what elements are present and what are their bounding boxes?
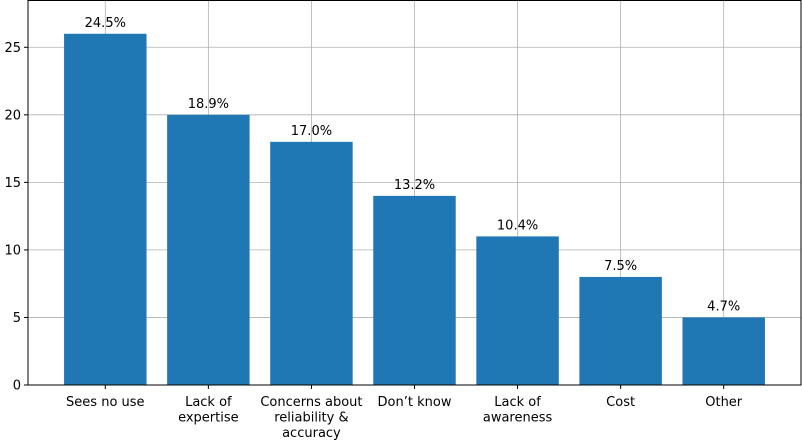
bar [270,141,353,385]
x-tick-label-line: reliability & [274,411,348,426]
x-tick-label-line: Concerns about [260,395,362,410]
x-tick-label-line: Sees no use [66,395,145,410]
y-tick-label: 25 [4,41,21,56]
x-tick-label-line: expertise [178,411,239,426]
x-tick-label-line: Lack of [185,395,232,410]
data-label: 17.0% [291,124,332,139]
y-tick-label: 10 [4,243,21,258]
data-label: 24.5% [85,16,126,31]
y-tick-label: 5 [13,311,21,326]
x-tick-label-line: accuracy [282,426,341,441]
x-tick-label: Sees no use [66,395,145,410]
x-tick-label-line: Lack of [494,395,541,410]
x-tick-label: Concerns about reliability & accuracy [260,395,362,441]
y-tick-label: 0 [13,379,21,394]
x-tick-label-line: Cost [606,395,635,410]
x-tick-label: Lack of awareness [483,395,553,426]
x-tick-label: Lack of expertise [178,395,239,426]
bar [373,195,456,385]
bar [167,114,250,386]
data-label: 10.4% [497,218,538,233]
data-label: 7.5% [604,259,637,274]
data-label: 13.2% [394,178,435,193]
data-label: 18.9% [188,97,229,112]
axes [24,0,802,389]
bars [64,33,765,386]
x-tick-label: Other [705,395,743,410]
data-label: 4.7% [707,299,740,314]
x-tick-label-line: Other [705,395,743,410]
y-tick-label: 20 [4,108,21,123]
bar [64,33,147,385]
x-tick-label-line: awareness [483,411,553,426]
bar [579,276,662,385]
bar [682,317,765,385]
y-tick-label: 15 [4,176,21,191]
bar [476,236,559,385]
x-tick-label: Cost [606,395,635,410]
x-tick-label: Don’t know [378,395,452,410]
x-tick-label-line: Don’t know [378,395,452,410]
